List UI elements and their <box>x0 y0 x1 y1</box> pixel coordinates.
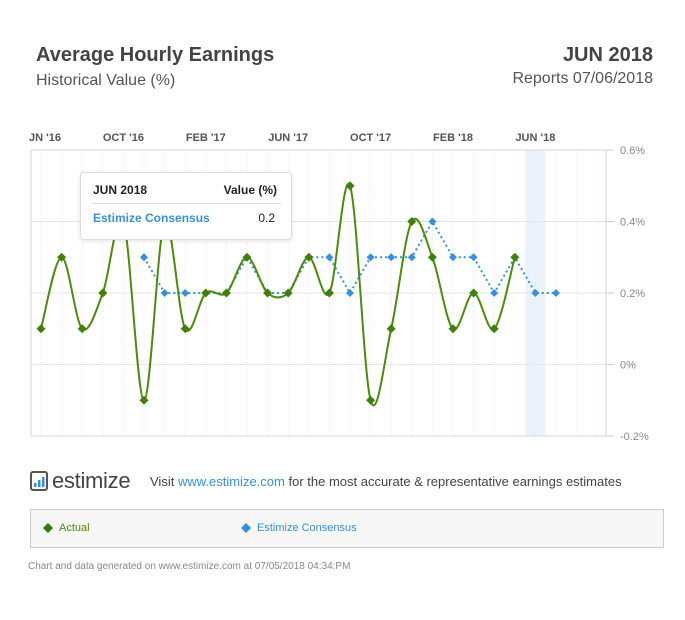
legend-consensus-label: Estimize Consensus <box>257 522 357 534</box>
actual-point[interactable] <box>304 252 314 262</box>
visit-prefix: Visit <box>150 474 178 489</box>
estimize-logo-icon <box>30 471 48 491</box>
consensus-point[interactable] <box>428 217 437 226</box>
actual-point[interactable] <box>139 395 149 405</box>
tooltip-value: 0.2 <box>258 211 275 225</box>
actual-point[interactable] <box>180 324 190 334</box>
actual-point[interactable] <box>36 324 46 334</box>
visit-suffix: for the most accurate & representative e… <box>284 474 622 489</box>
consensus-point[interactable] <box>140 253 148 262</box>
consensus-point[interactable] <box>552 289 560 297</box>
actual-point[interactable] <box>98 288 108 298</box>
consensus-point[interactable] <box>407 253 416 262</box>
consensus-point[interactable] <box>449 253 457 262</box>
actual-point[interactable] <box>263 288 273 298</box>
legend-item-consensus[interactable]: Estimize Consensus <box>241 522 357 534</box>
legend-item-actual[interactable]: Actual <box>43 522 90 534</box>
actual-point[interactable] <box>345 181 355 191</box>
consensus-diamond-icon <box>241 523 251 533</box>
chart-title: Average Hourly Earnings <box>36 44 275 66</box>
tooltip-series-label: Estimize Consensus <box>93 211 210 225</box>
actual-point[interactable] <box>510 252 520 262</box>
x-tick-label: JUN '17 <box>268 132 308 144</box>
actual-point[interactable] <box>242 252 252 262</box>
legend-actual-label: Actual <box>59 522 90 534</box>
y-tick-label: 0.6% <box>620 145 645 157</box>
actual-point[interactable] <box>221 288 231 298</box>
actual-point[interactable] <box>448 324 458 334</box>
actual-diamond-icon <box>43 523 53 533</box>
y-tick-label: -0.2% <box>620 431 649 443</box>
consensus-point[interactable] <box>160 289 169 297</box>
report-date: Reports 07/06/2018 <box>512 70 653 87</box>
actual-point[interactable] <box>386 324 396 334</box>
actual-point[interactable] <box>77 324 87 334</box>
plot-border <box>30 149 607 437</box>
x-tick-label: OCT '16 <box>103 132 144 144</box>
consensus-point[interactable] <box>490 289 499 297</box>
actual-point[interactable] <box>407 217 417 226</box>
actual-point[interactable] <box>57 252 67 262</box>
x-tick-label: JUN '18 <box>515 132 555 144</box>
consensus-point[interactable] <box>366 253 375 262</box>
estimize-logo[interactable]: estimize <box>30 468 131 494</box>
actual-point[interactable] <box>201 288 211 298</box>
actual-point[interactable] <box>427 252 437 262</box>
x-tick-label: FEB '18 <box>433 132 473 144</box>
consensus-point[interactable] <box>387 253 396 262</box>
x-tick-label: FEB '17 <box>186 132 226 144</box>
visit-message: Visit www.estimize.com for the most accu… <box>150 474 622 489</box>
estimize-logo-text: estimize <box>52 468 131 493</box>
report-period: JUN 2018 <box>562 44 653 66</box>
tooltip-divider <box>91 203 281 204</box>
actual-point[interactable] <box>366 395 376 405</box>
consensus-point[interactable] <box>325 253 334 262</box>
x-tick-label: JN '16 <box>29 132 61 144</box>
actual-point[interactable] <box>324 288 334 298</box>
actual-point[interactable] <box>469 288 479 298</box>
consensus-point[interactable] <box>181 289 190 297</box>
actual-point[interactable] <box>283 288 293 298</box>
consensus-point[interactable] <box>531 289 540 297</box>
consensus-point[interactable] <box>469 253 478 262</box>
x-tick-label: OCT '17 <box>350 132 391 144</box>
y-tick-label: 0% <box>620 360 636 372</box>
y-tick-label: 0.4% <box>620 217 645 229</box>
y-tick-label: 0.2% <box>620 288 645 300</box>
estimize-link[interactable]: www.estimize.com <box>177 474 285 489</box>
chart-tooltip: JUN 2018 Value (%) Estimize Consensus 0.… <box>80 172 292 240</box>
tooltip-value-header: Value (%) <box>223 183 277 197</box>
tooltip-period: JUN 2018 <box>93 183 148 197</box>
chart-legend: Actual Estimize Consensus <box>30 509 664 548</box>
chart-subtitle: Historical Value (%) <box>36 72 176 89</box>
generated-footer: Chart and data generated on www.estimize… <box>28 561 351 572</box>
line-chart[interactable]: JN '16 OCT '16 FEB '17 JUN '17 OCT '17 FEB '1… <box>0 120 685 450</box>
consensus-point[interactable] <box>346 289 354 297</box>
actual-point[interactable] <box>489 324 499 334</box>
